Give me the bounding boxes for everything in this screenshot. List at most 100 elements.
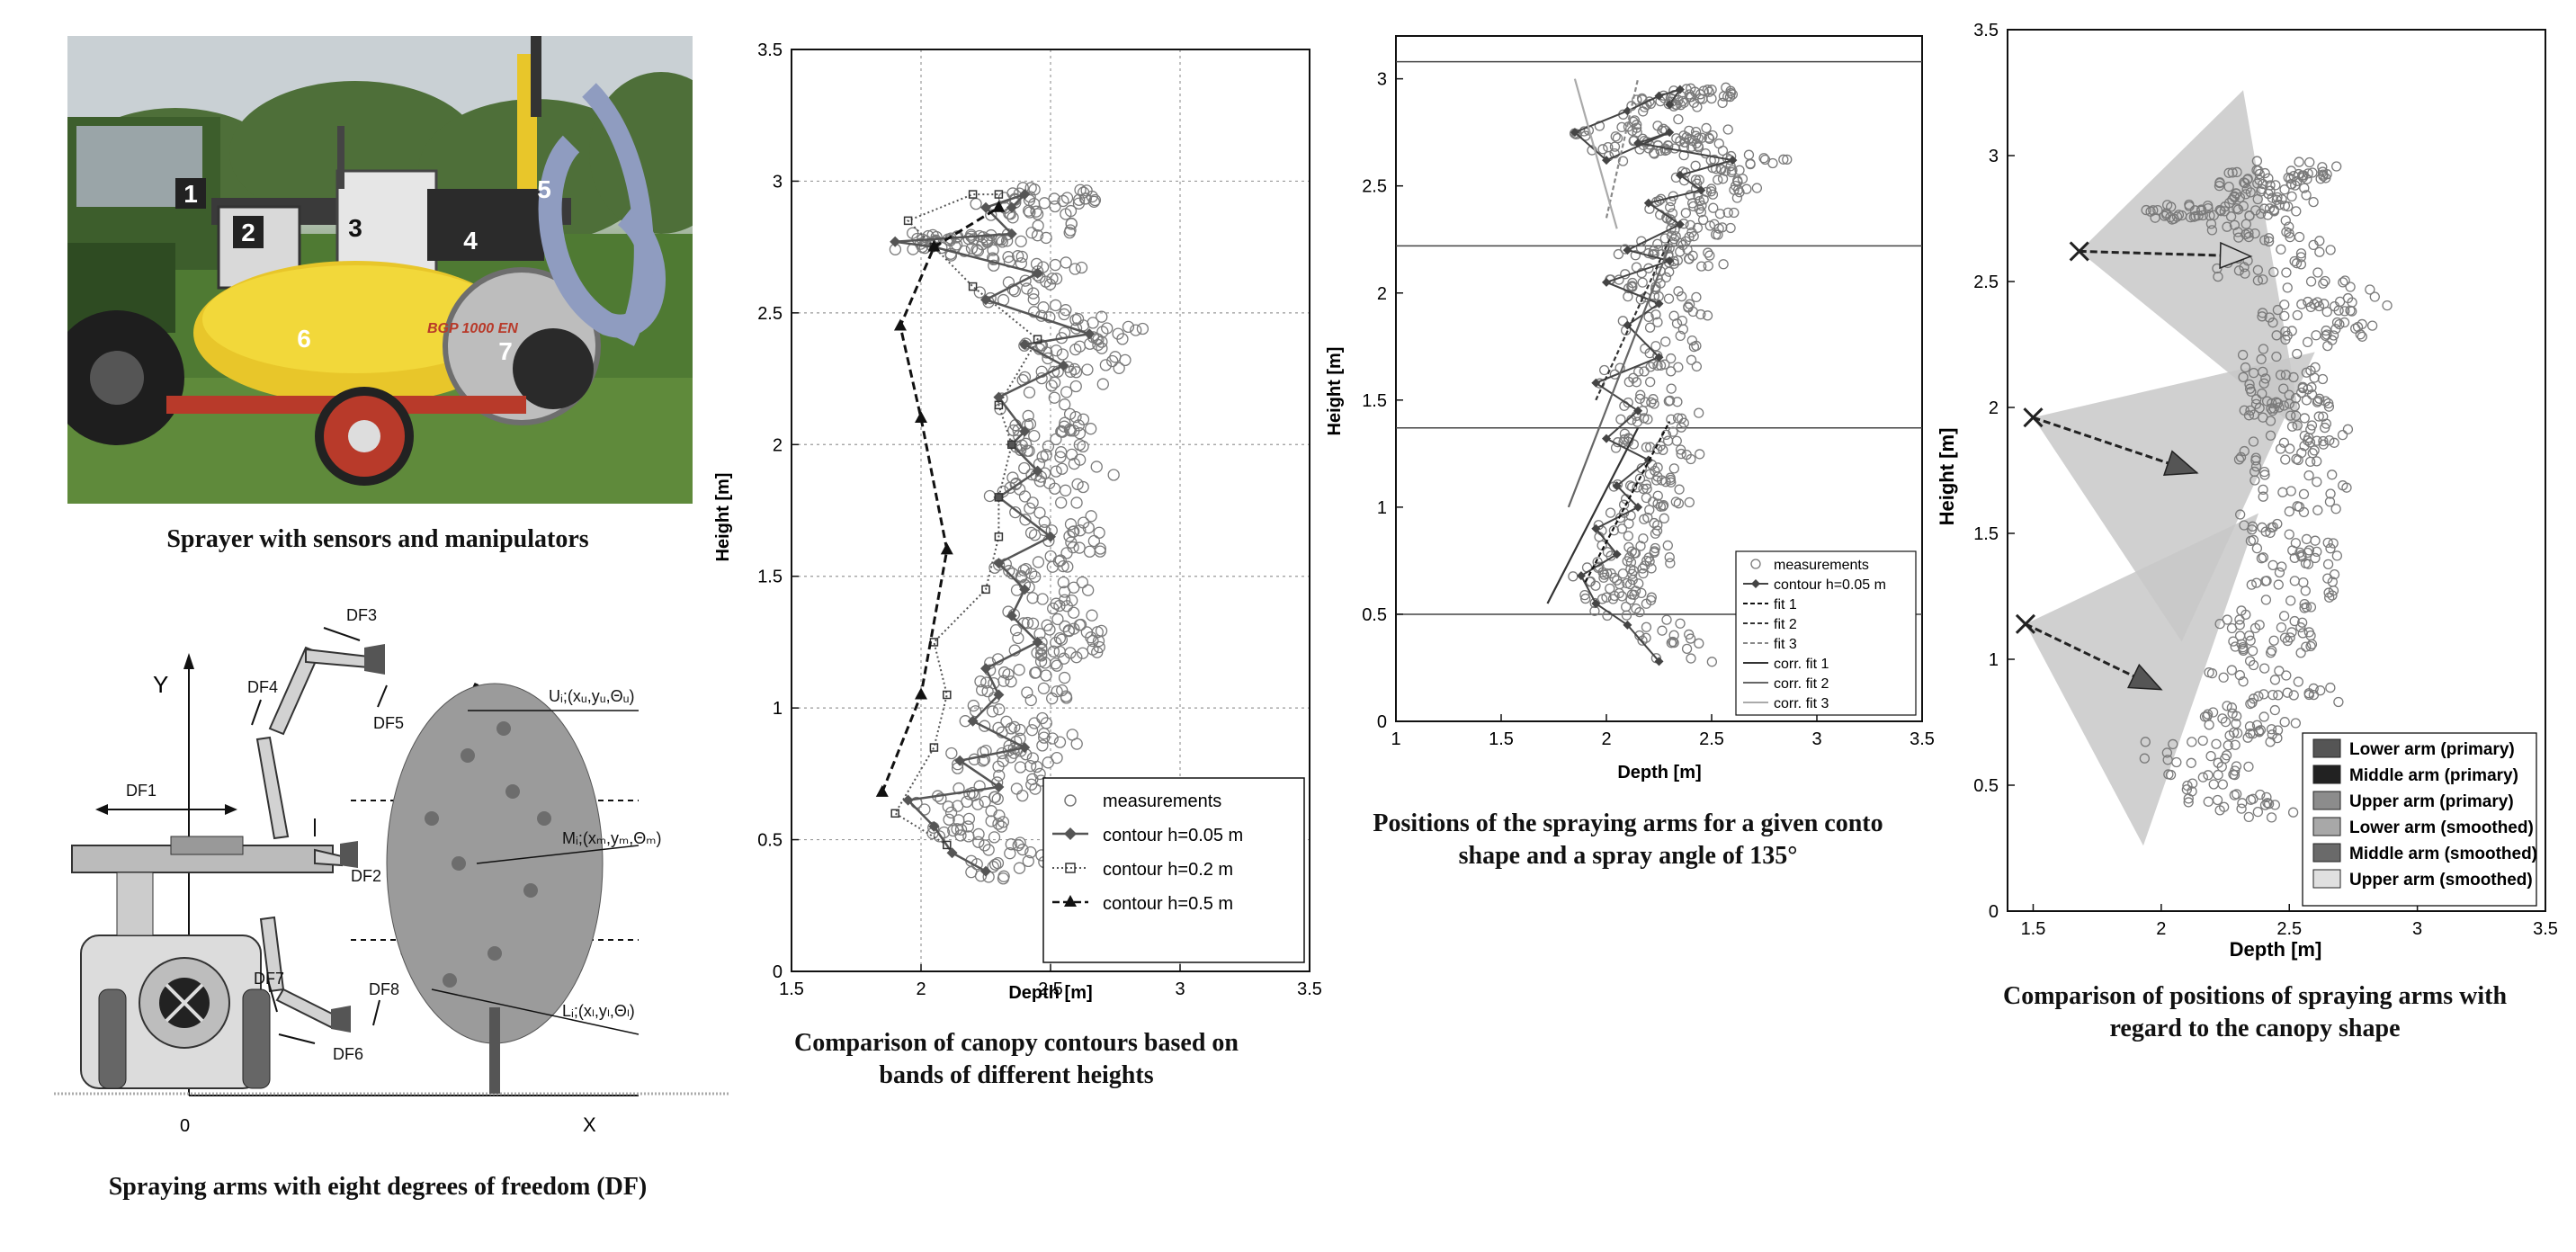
contour-marker xyxy=(1591,523,1601,533)
measurement-point xyxy=(1025,724,1039,737)
measurement-point xyxy=(987,861,999,873)
measurement-point xyxy=(2267,317,2278,328)
measurement-point xyxy=(1081,363,1094,376)
measurement-point xyxy=(2300,586,2311,596)
photo-label-4: 4 xyxy=(463,227,478,255)
measurement-point xyxy=(2267,522,2279,532)
measurement-point xyxy=(1009,505,1022,519)
measurement-point xyxy=(1652,490,1663,501)
measurement-point xyxy=(2290,410,2302,421)
measurement-point xyxy=(1014,761,1027,774)
measurement-point xyxy=(2161,208,2172,219)
measurement-point xyxy=(1035,643,1048,657)
measurement-point xyxy=(2303,296,2313,308)
measurement-point xyxy=(1017,564,1030,577)
measurement-point xyxy=(2271,351,2282,362)
measurement-point xyxy=(1049,258,1061,272)
measurement-point xyxy=(2216,761,2227,773)
contour-marker xyxy=(980,663,991,675)
measurement-point xyxy=(2237,798,2248,809)
measurement-point xyxy=(2217,779,2228,790)
measurement-point xyxy=(2366,320,2378,331)
measurement-point xyxy=(1714,209,1726,219)
measurement-point xyxy=(1047,645,1060,657)
measurement-point xyxy=(2301,641,2312,652)
contour-marker xyxy=(1633,406,1643,416)
legend-swatch xyxy=(2312,738,2341,758)
measurement-point xyxy=(1704,133,1715,145)
measurement-point xyxy=(2304,156,2315,168)
measurement-point xyxy=(1702,85,1713,95)
measurement-point xyxy=(1043,311,1056,324)
contour-marker xyxy=(893,318,907,331)
measurement-point xyxy=(1013,664,1025,676)
measurement-point xyxy=(1704,250,1715,261)
ytick-label: 2.5 xyxy=(1362,177,1387,197)
measurement-point xyxy=(2272,304,2284,316)
measurement-point xyxy=(2347,306,2357,317)
measurement-point xyxy=(1627,277,1638,289)
chart1-legend: measurements contour h=0.05 m contour h=… xyxy=(1042,777,1305,963)
df2-label: DF2 xyxy=(351,867,381,885)
ytick-label: 3 xyxy=(773,172,783,192)
measurement-point xyxy=(2331,550,2343,561)
measurement-point xyxy=(1694,174,1704,185)
measurement-point xyxy=(1112,327,1124,340)
measurement-point xyxy=(1055,633,1069,646)
measurement-point xyxy=(1668,463,1679,474)
ytick-label: 2 xyxy=(1989,398,1999,418)
measurement-point xyxy=(2248,693,2259,704)
measurement-point xyxy=(2289,576,2300,586)
measurement-point xyxy=(2289,552,2300,563)
measurement-point xyxy=(1649,517,1659,529)
measurement-point xyxy=(2206,225,2218,236)
measurement-point xyxy=(1717,222,1728,233)
measurement-point xyxy=(1702,310,1713,321)
chart2-legend-contour: contour h=0.05 m xyxy=(1774,577,1886,593)
measurement-point xyxy=(989,858,1002,871)
measurement-point xyxy=(2322,559,2334,569)
measurement-point xyxy=(2325,682,2336,693)
measurement-point xyxy=(1579,589,1590,601)
measurement-point xyxy=(2278,437,2290,448)
measurement-point xyxy=(2288,690,2299,701)
measurement-point xyxy=(2333,696,2344,708)
measurement-point xyxy=(1657,625,1668,636)
measurement-point xyxy=(2295,248,2307,259)
measurement-point xyxy=(1021,282,1033,295)
measurement-point xyxy=(2299,413,2310,424)
measurement-point xyxy=(1024,693,1037,707)
measurement-point xyxy=(954,829,967,842)
measurement-point xyxy=(1095,624,1108,638)
measurement-point xyxy=(997,870,1010,882)
measurement-point xyxy=(1725,222,1736,234)
measurement-point xyxy=(1063,226,1076,239)
measurement-point xyxy=(2334,296,2346,308)
measurement-point xyxy=(2314,236,2325,246)
tank-text: BGP 1000 EN xyxy=(427,321,518,336)
measurement-point xyxy=(1713,229,1723,240)
measurement-point xyxy=(2300,558,2312,569)
measurement-point xyxy=(1038,523,1051,537)
measurement-point xyxy=(2308,689,2320,701)
measurement-point xyxy=(2307,448,2318,459)
measurement-point xyxy=(962,820,974,833)
measurement-point xyxy=(1021,686,1033,699)
ytick-label: 3 xyxy=(1377,70,1387,90)
measurement-point xyxy=(1037,301,1050,314)
contour-marker xyxy=(993,391,1005,403)
measurement-point xyxy=(993,769,1006,782)
measurement-point xyxy=(1065,217,1078,230)
contour-marker xyxy=(1602,277,1611,287)
arms-caption: Spraying arms with eight degrees of free… xyxy=(108,1173,648,1201)
measurement-point xyxy=(2183,797,2194,808)
measurement-point xyxy=(2276,561,2287,572)
measurement-point xyxy=(2369,291,2380,302)
measurement-point xyxy=(1093,640,1105,654)
measurement-point xyxy=(1030,205,1042,218)
measurement-point xyxy=(1673,362,1684,372)
measurement-point xyxy=(2218,672,2229,683)
measurement-point xyxy=(1033,475,1046,487)
measurement-point xyxy=(2238,676,2249,687)
measurement-point xyxy=(1077,480,1089,494)
